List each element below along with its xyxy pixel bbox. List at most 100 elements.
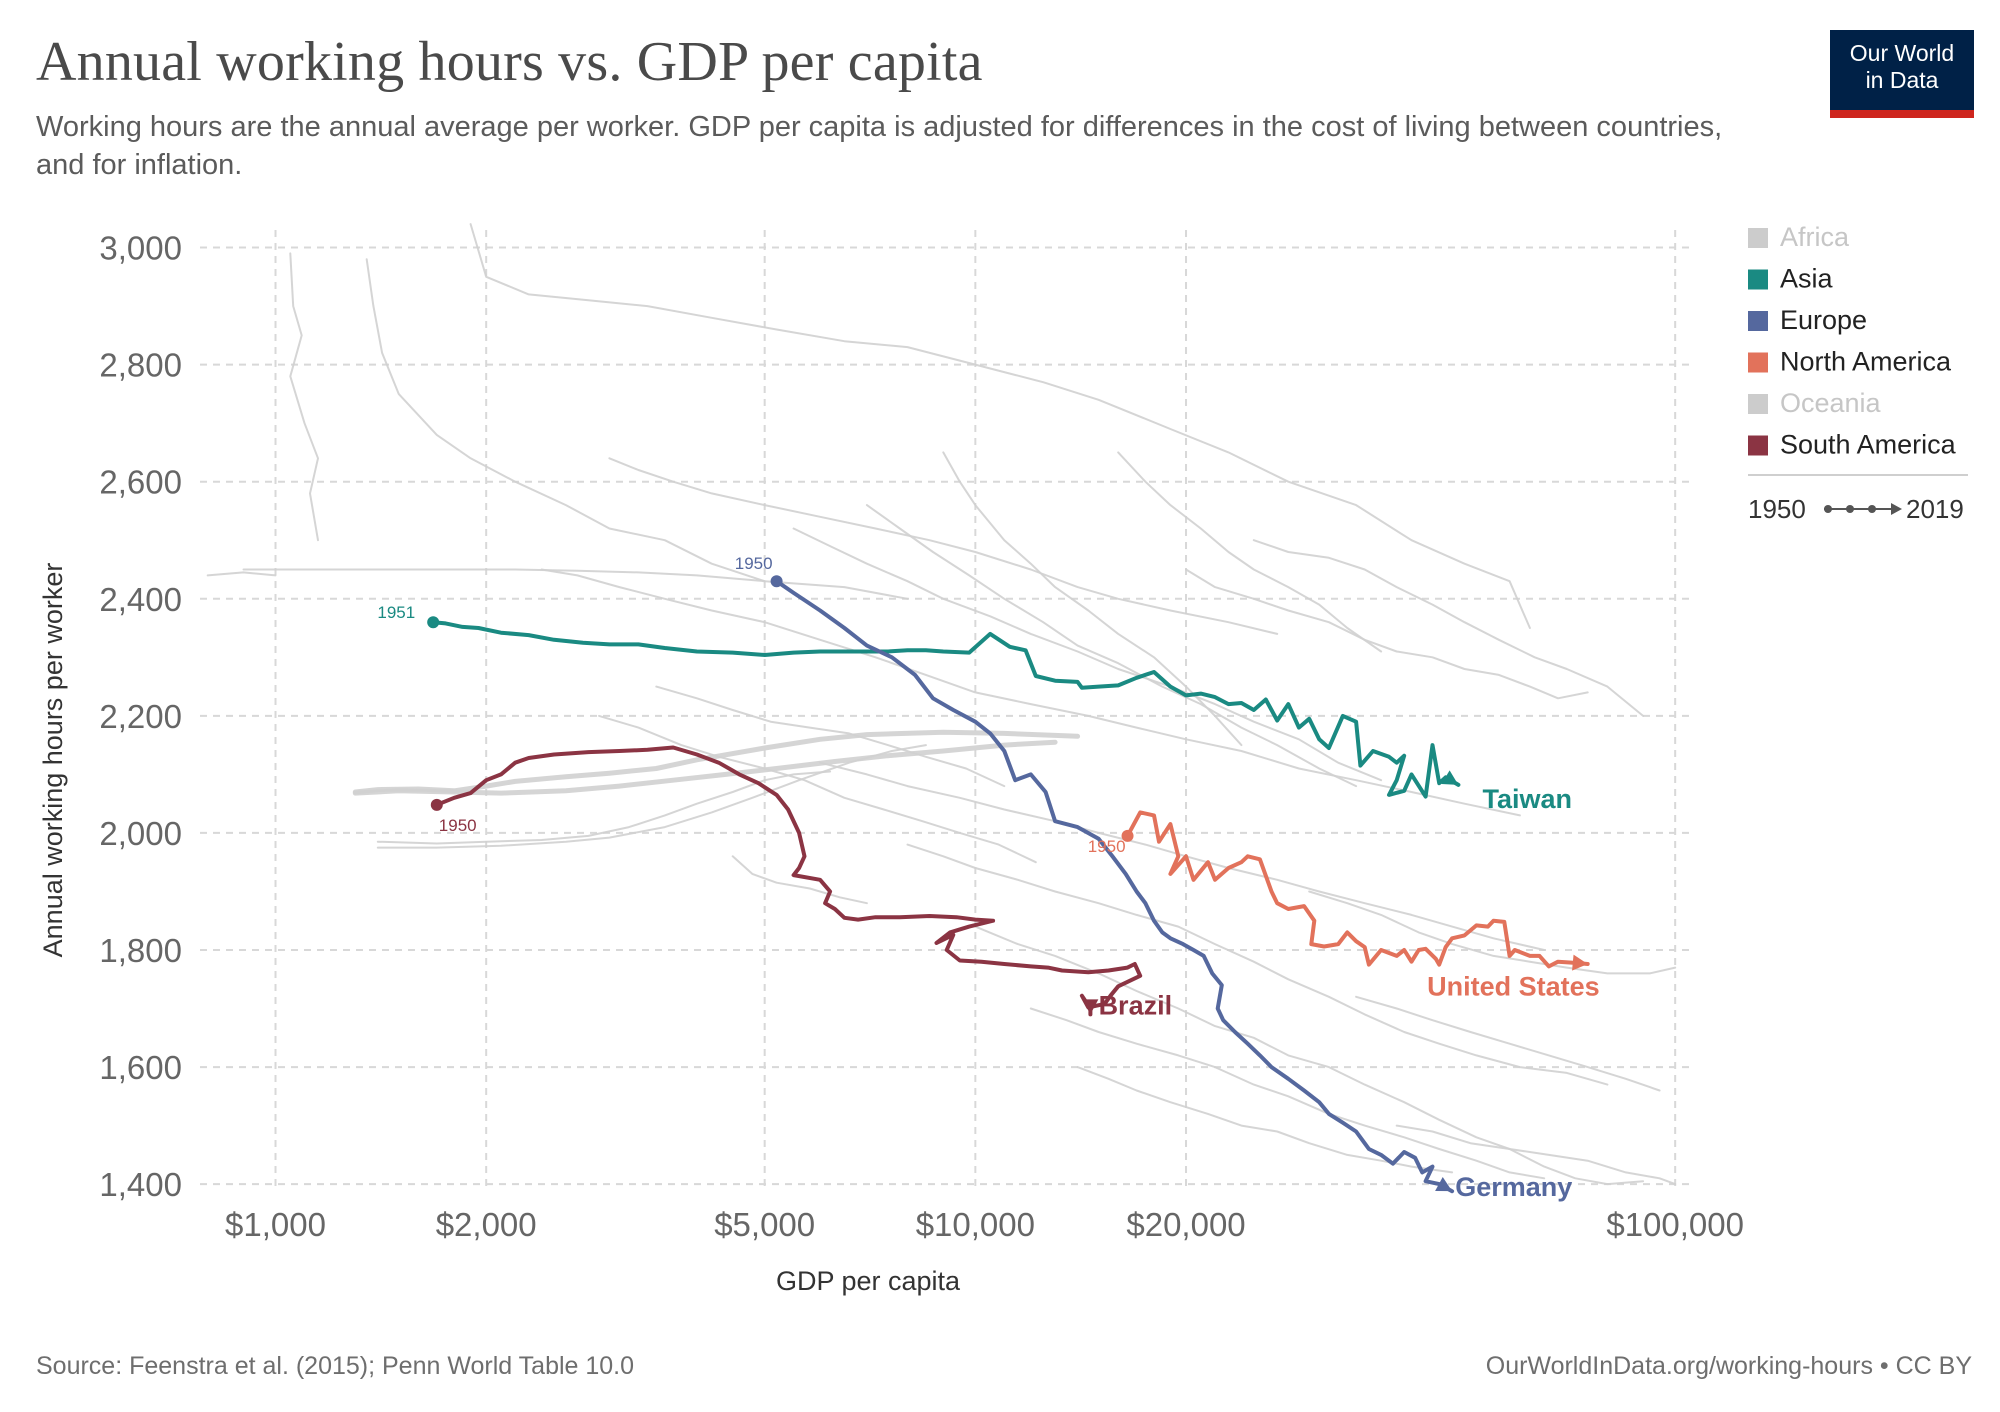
x-tick-label: $1,000	[225, 1206, 326, 1243]
series-end-arrow	[1441, 770, 1459, 785]
background-country-line	[540, 568, 1521, 817]
legend-label: North America	[1780, 347, 1952, 377]
series-united-states[interactable]: 1950 United States	[1088, 810, 1600, 1001]
legend-swatch	[1748, 394, 1768, 414]
y-axis-label: Annual working hours per worker	[38, 563, 68, 958]
legend-time-end: 2019	[1906, 494, 1964, 524]
legend-timeline: 1950 2019	[1748, 494, 1964, 524]
background-country-line	[376, 744, 927, 849]
background-country-line	[1308, 890, 1677, 975]
series-start-point	[1121, 829, 1134, 842]
background-country-line	[1252, 539, 1645, 717]
background-country-line	[206, 571, 277, 577]
legend-item-south-america[interactable]: South America	[1748, 430, 1957, 460]
owid-logo[interactable]: Our World in Data	[1830, 30, 1974, 118]
chart-title: Annual working hours vs. GDP per capita	[36, 31, 983, 93]
background-country-line	[608, 457, 1279, 635]
background-country-line	[352, 739, 1058, 796]
series-line[interactable]	[431, 620, 1461, 799]
owid-logo-bar	[1830, 110, 1974, 118]
background-country-line	[792, 527, 1383, 782]
series-start-label: 1950	[735, 554, 773, 573]
x-tick-label: $10,000	[916, 1206, 1035, 1243]
background-country-line	[655, 685, 1006, 788]
series-end-arrow	[1572, 954, 1588, 971]
background-country-line	[365, 258, 766, 583]
owid-logo-line1: Our World	[1849, 40, 1955, 66]
legend-item-africa[interactable]: Africa	[1748, 222, 1850, 252]
background-country-line	[1076, 1066, 1454, 1174]
legend-swatch	[1748, 352, 1768, 373]
series-end-label: Taiwan	[1483, 784, 1573, 814]
y-tick-label: 3,000	[99, 230, 182, 267]
series-end-label: Brazil	[1099, 990, 1173, 1020]
series-germany[interactable]: 1950 Germany	[735, 554, 1573, 1202]
series-end-arrow	[1435, 1176, 1453, 1192]
owid-logo-text: Our World in Data	[1830, 40, 1974, 94]
series-start-point	[427, 616, 440, 629]
legend-item-oceania[interactable]: Oceania	[1748, 388, 1882, 418]
series-start-label: 1951	[377, 603, 415, 622]
background-country-line	[289, 252, 319, 542]
timeline-dot	[1824, 505, 1832, 513]
background-country-line	[974, 925, 1645, 1186]
axis-layer: 1,400 1,600 1,800 2,000 2,200 2,400 2,600 2,800…	[38, 230, 1744, 1296]
legend-swatch	[1748, 228, 1768, 248]
legend-label: South America	[1780, 430, 1957, 460]
series-start-label: 1950	[439, 816, 477, 835]
y-tick-label: 2,000	[99, 815, 182, 852]
series-end-label: Germany	[1455, 1172, 1572, 1202]
legend-label: Oceania	[1780, 388, 1882, 418]
legend-label: Asia	[1780, 264, 1834, 294]
series-taiwan[interactable]: 1951 Taiwan	[377, 603, 1572, 814]
background-country-line	[598, 714, 1037, 864]
x-axis-label: GDP per capita	[776, 1266, 961, 1296]
series-end-label: United States	[1427, 971, 1600, 1001]
background-country-line	[1395, 1124, 1677, 1186]
y-tick-label: 2,200	[99, 698, 182, 735]
series-line[interactable]	[1125, 810, 1590, 969]
timeline-arrow	[1891, 503, 1902, 515]
background-country-line	[1185, 568, 1589, 700]
background-country-line	[376, 770, 832, 845]
y-tick-label: 2,400	[99, 581, 182, 618]
credit-link[interactable]: OurWorldInData.org/working-hours • CC BY	[1485, 1352, 1972, 1380]
x-tick-label: $2,000	[436, 1206, 537, 1243]
background-country-line	[242, 568, 909, 600]
owid-logo-line2: in Data	[1865, 67, 1939, 93]
series-brazil[interactable]: 1950 Brazil	[430, 745, 1173, 1021]
legend-swatch	[1748, 435, 1768, 456]
legend-item-north-america[interactable]: North America	[1748, 347, 1952, 377]
legend-label: Africa	[1780, 222, 1850, 252]
legend-swatch	[1748, 269, 1768, 290]
background-country-line	[469, 223, 1531, 629]
timeline-dot	[1846, 505, 1854, 513]
grid-layer	[200, 230, 1690, 1190]
legend-swatch	[1748, 311, 1768, 331]
series-start-point	[770, 575, 783, 588]
series-end-arrow	[1082, 999, 1099, 1015]
series-line[interactable]	[774, 579, 1455, 1194]
y-tick-label: 2,600	[99, 464, 182, 501]
chart-subtitle: Working hours are the annual average per…	[36, 111, 1723, 181]
y-tick-label: 1,400	[99, 1166, 182, 1203]
background-country-line	[1117, 451, 1383, 653]
background-country-line	[1355, 995, 1661, 1092]
x-tick-label: $20,000	[1126, 1206, 1245, 1243]
background-country-line	[865, 504, 1358, 788]
background-country-line	[906, 843, 1609, 1086]
background-country-line	[731, 855, 868, 905]
legend-label: Europe	[1780, 305, 1867, 335]
legend-item-asia[interactable]: Asia	[1748, 264, 1834, 294]
timeline-dot	[1868, 505, 1876, 513]
background-country-line	[1029, 1007, 1546, 1180]
series-line[interactable]	[434, 745, 1143, 1017]
source-note: Source: Feenstra et al. (2015); Penn Wor…	[36, 1352, 635, 1380]
series-start-point	[430, 798, 443, 811]
y-tick-label: 1,800	[99, 932, 182, 969]
legend-item-europe[interactable]: Europe	[1748, 305, 1867, 335]
legend-time-start: 1950	[1748, 494, 1806, 524]
legend: Africa Asia Europe North America Oceania Sout…	[1748, 222, 1968, 524]
series-start-label: 1950	[1088, 837, 1126, 856]
